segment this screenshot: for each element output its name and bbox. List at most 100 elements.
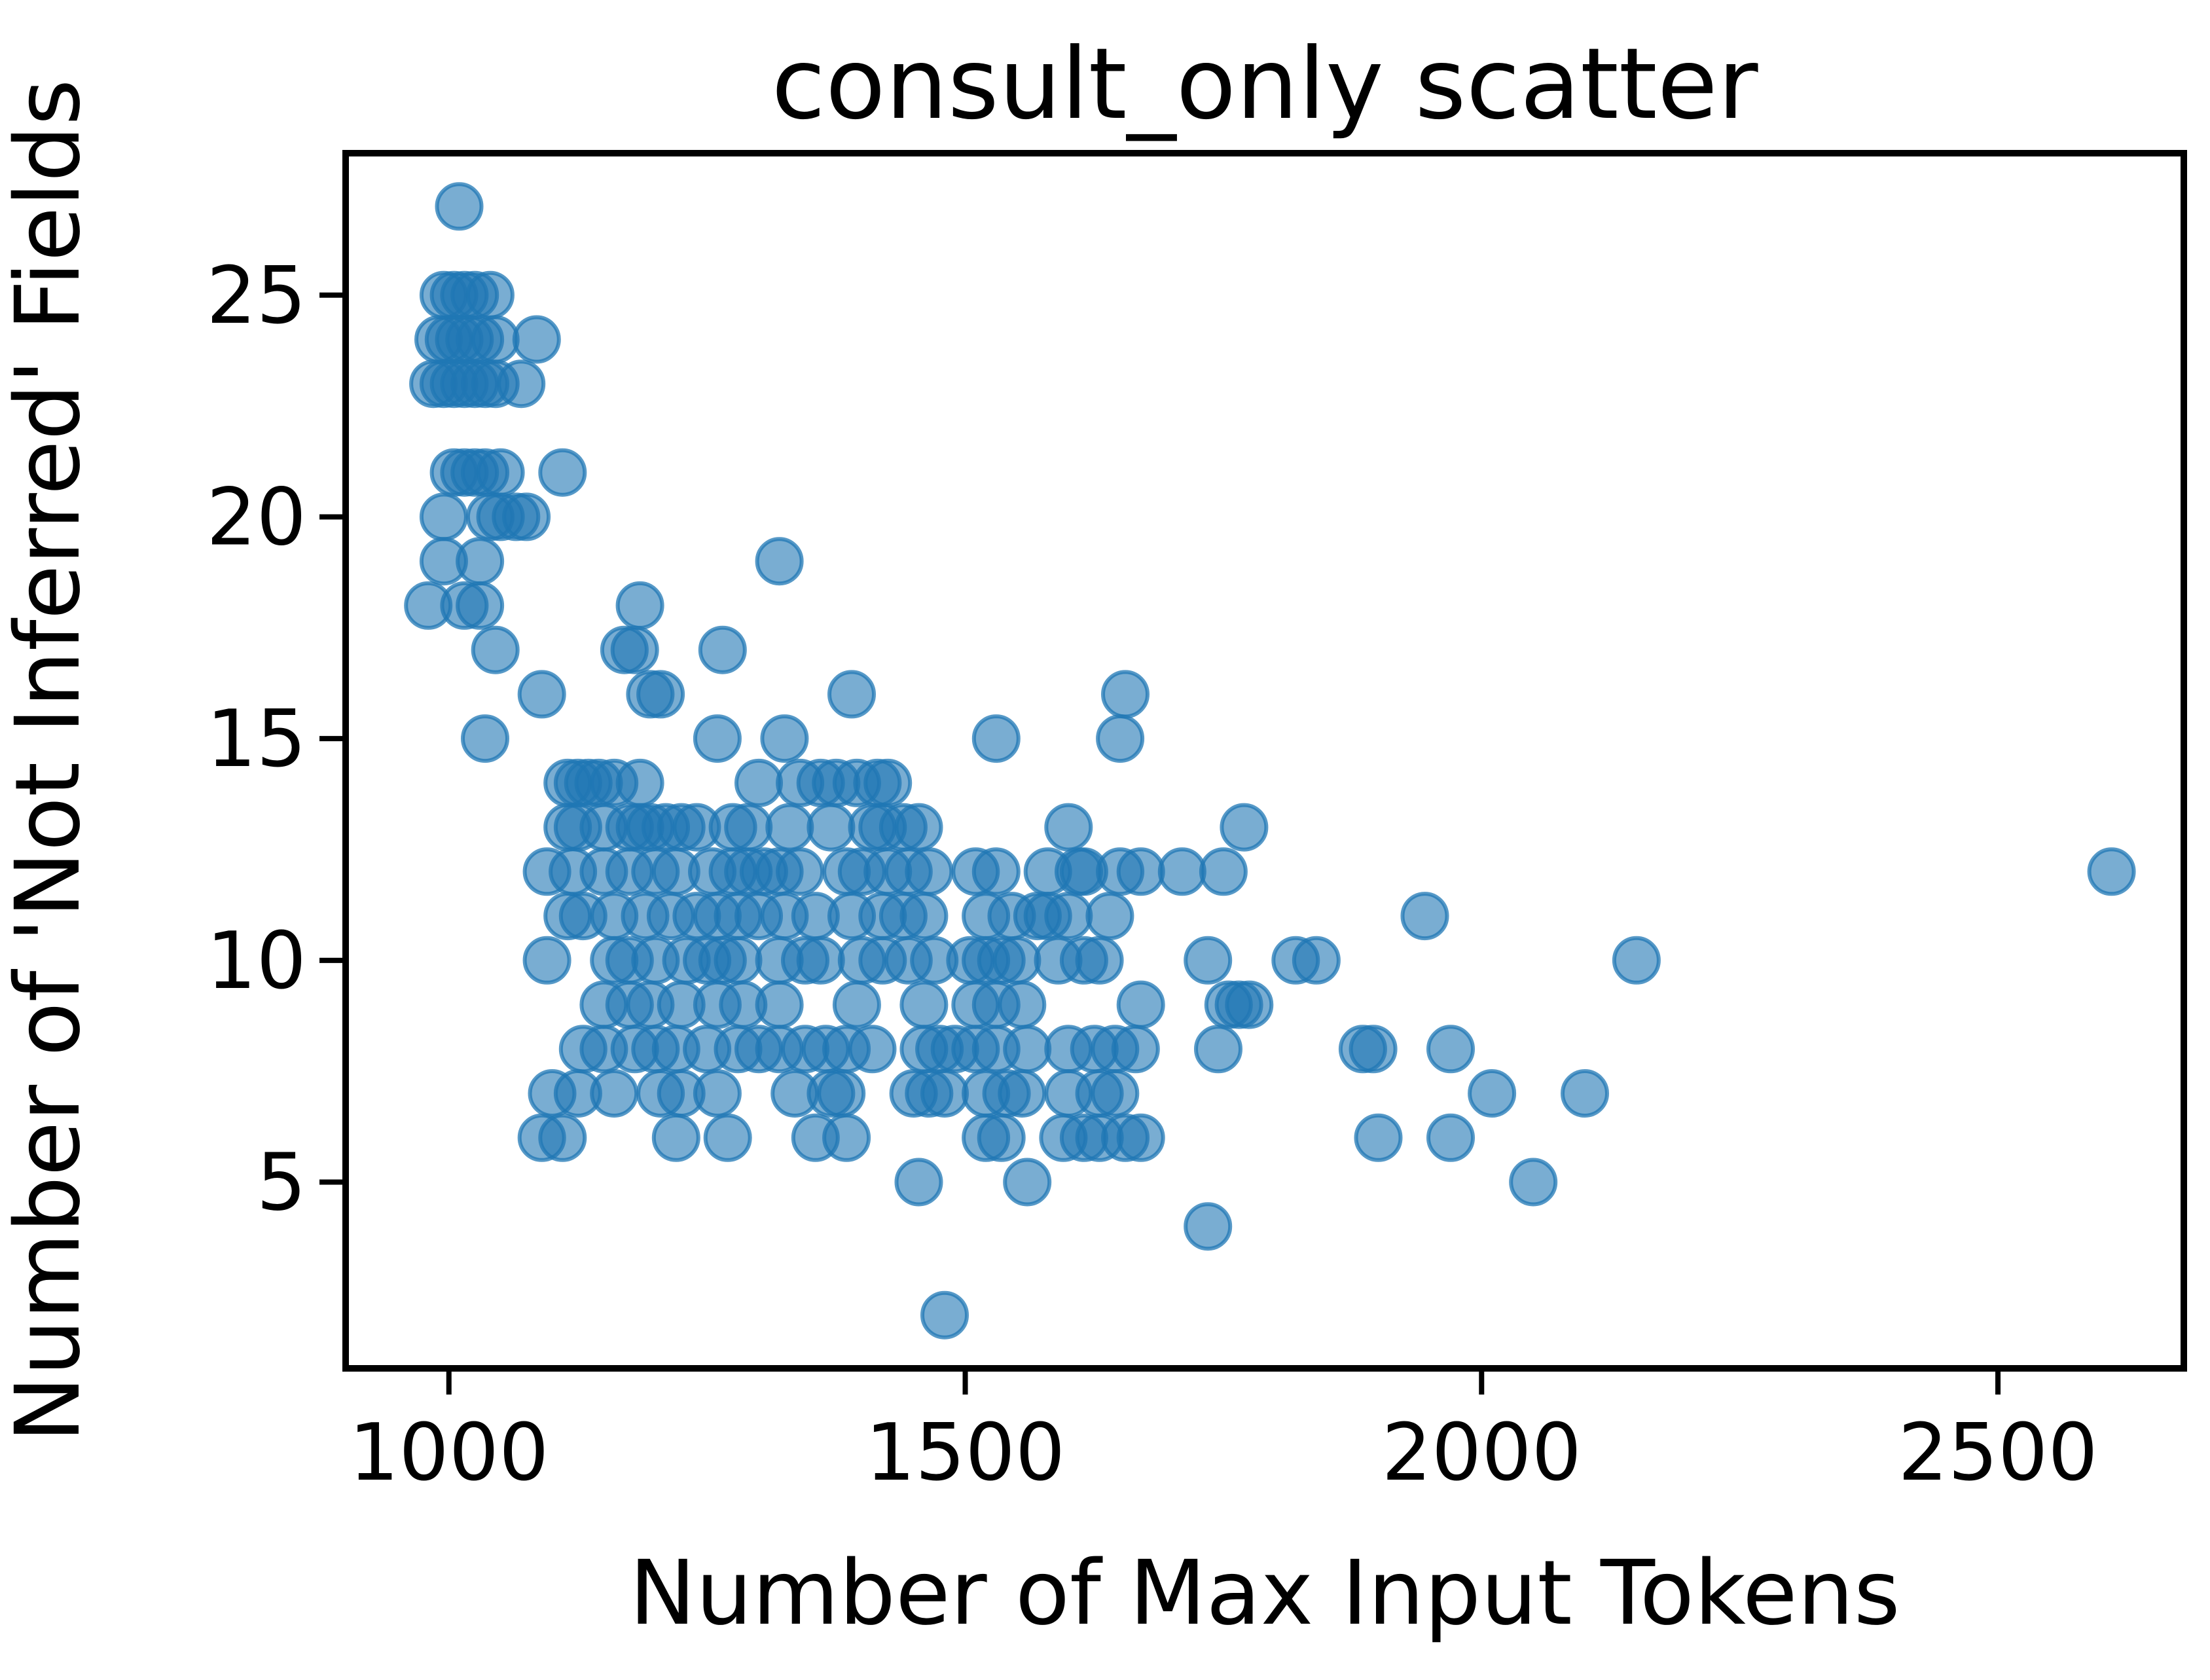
data-point — [894, 1158, 943, 1207]
x-tick-label: 2000 — [1382, 1408, 1582, 1499]
data-point — [435, 182, 484, 231]
data-point — [456, 537, 505, 586]
y-tick-label: 20 — [206, 472, 306, 563]
data-point — [517, 670, 566, 719]
data-point — [651, 1113, 700, 1162]
data-point — [905, 847, 954, 896]
data-point — [971, 847, 1021, 896]
data-point — [1400, 892, 1449, 941]
data-point — [590, 1069, 639, 1118]
data-points-layer — [404, 182, 2136, 1340]
data-point — [765, 803, 814, 852]
data-point — [899, 980, 949, 1029]
x-tick-label: 1000 — [349, 1408, 549, 1499]
plot-area-frame — [342, 150, 2187, 1372]
data-point — [755, 537, 804, 586]
data-point — [497, 359, 546, 409]
data-point — [760, 714, 809, 763]
data-point — [1184, 1202, 1233, 1251]
data-point — [1509, 1158, 1558, 1207]
data-point — [920, 1290, 969, 1340]
data-point — [817, 1069, 866, 1118]
data-point — [693, 714, 742, 763]
data-point — [1075, 936, 1124, 985]
data-point — [724, 803, 773, 852]
data-point — [755, 980, 804, 1029]
data-point — [1220, 803, 1269, 852]
data-point — [1044, 892, 1093, 941]
data-point — [2087, 847, 2136, 896]
data-point — [714, 936, 763, 985]
data-point — [1003, 1158, 1052, 1207]
data-point — [776, 847, 825, 896]
data-point — [476, 448, 525, 497]
data-point — [992, 936, 1042, 985]
data-point — [1096, 714, 1145, 763]
data-point — [693, 1069, 742, 1118]
data-point — [1426, 1025, 1475, 1074]
data-point — [734, 758, 783, 807]
data-point — [1116, 847, 1165, 896]
data-point — [1044, 803, 1093, 852]
data-point — [822, 1113, 871, 1162]
chart-title: consult_only scatter — [771, 27, 1758, 141]
data-point — [796, 936, 845, 985]
data-point — [1085, 892, 1134, 941]
data-point — [971, 714, 1021, 763]
data-point — [998, 980, 1047, 1029]
data-point — [1116, 980, 1165, 1029]
x-axis-label: Number of Max Input Tokens — [629, 1542, 1900, 1645]
data-point — [636, 670, 685, 719]
data-point — [1157, 847, 1206, 896]
data-point — [1561, 1069, 1609, 1118]
data-point — [806, 803, 856, 852]
data-point — [538, 1113, 587, 1162]
data-point — [1184, 936, 1233, 985]
data-point — [1091, 1069, 1140, 1118]
y-tick-label: 25 — [206, 251, 306, 342]
y-tick-label: 5 — [257, 1138, 306, 1229]
y-tick-label: 10 — [206, 916, 306, 1007]
data-point — [1003, 1025, 1052, 1074]
data-point — [502, 492, 551, 541]
data-point — [419, 492, 468, 541]
data-point — [471, 625, 520, 674]
data-point — [1199, 847, 1248, 896]
data-point — [538, 448, 587, 497]
data-point — [461, 714, 509, 763]
x-tick-label: 2500 — [1898, 1408, 2097, 1499]
data-point — [615, 758, 664, 807]
x-axis-ticks: 1000 1500 2000 2500 — [349, 1368, 2098, 1499]
data-point — [698, 625, 747, 674]
data-point — [1349, 1025, 1398, 1074]
data-point — [1468, 1069, 1517, 1118]
data-point — [1194, 1025, 1242, 1074]
data-point — [471, 315, 520, 364]
data-point — [610, 625, 659, 674]
data-point — [899, 892, 949, 941]
data-point — [1225, 980, 1274, 1029]
data-point — [827, 670, 876, 719]
data-point — [863, 758, 913, 807]
data-point — [1426, 1113, 1475, 1162]
data-point — [920, 1069, 969, 1118]
data-point — [977, 1113, 1026, 1162]
data-point — [1292, 936, 1341, 985]
data-point — [1354, 1113, 1403, 1162]
y-tick-label: 15 — [206, 694, 306, 785]
data-point — [512, 315, 561, 364]
data-point — [615, 581, 664, 630]
data-point — [703, 1113, 752, 1162]
data-point — [998, 1069, 1047, 1118]
y-axis-ticks: 5 10 15 20 25 — [206, 251, 346, 1229]
data-point — [832, 980, 881, 1029]
data-point — [894, 803, 943, 852]
data-point — [1612, 936, 1661, 985]
data-point — [465, 270, 515, 320]
data-point — [848, 1025, 897, 1074]
y-axis-label: Number of 'Not Inferred' Fields — [0, 79, 100, 1442]
data-point — [522, 936, 571, 985]
data-point — [456, 581, 505, 630]
data-point — [1116, 1113, 1165, 1162]
